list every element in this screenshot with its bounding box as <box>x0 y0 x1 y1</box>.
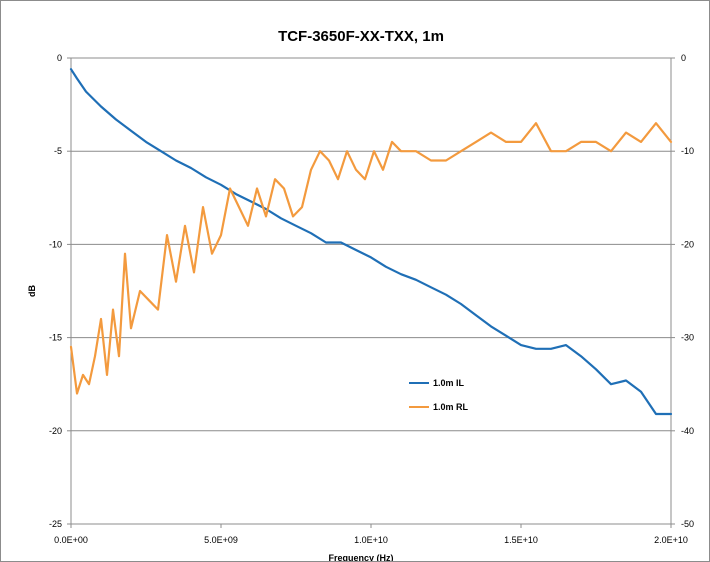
y2-tick-label: -40 <box>681 426 694 436</box>
x-tick-label: 2.0E+10 <box>654 535 688 545</box>
x-axis-title: Frequency (Hz) <box>328 553 393 561</box>
series <box>69 68 673 416</box>
grid <box>71 150 671 432</box>
y2-tick-label: -20 <box>681 239 694 249</box>
x-tick-label: 5.0E+09 <box>204 535 238 545</box>
chart-title: TCF-3650F-XX-TXX, 1m <box>278 28 444 45</box>
series-line-rl <box>69 122 673 395</box>
y-tick-label: -20 <box>49 426 62 436</box>
legend-label-il: 1.0m IL <box>433 378 465 388</box>
y-tick-label: -10 <box>49 239 62 249</box>
y2-tick-label: 0 <box>681 53 686 63</box>
x-tick-label: 0.0E+00 <box>54 535 88 545</box>
legend-label-rl: 1.0m RL <box>433 402 469 412</box>
series-line-il <box>69 68 673 416</box>
y2-tick-label: -50 <box>681 519 694 529</box>
legend: 1.0m IL 1.0m RL <box>409 378 469 412</box>
y2-tick-label: -30 <box>681 333 694 343</box>
y-tick-label: -15 <box>49 333 62 343</box>
x-tick-label: 1.5E+10 <box>504 535 538 545</box>
y-tick-label: -25 <box>49 519 62 529</box>
y-tick-label: -5 <box>54 146 62 156</box>
y-axis-title: dB <box>27 285 37 297</box>
x-tick-label: 1.0E+10 <box>354 535 388 545</box>
y2-tick-label: -10 <box>681 146 694 156</box>
y-tick-label: 0 <box>57 53 62 63</box>
ticks: 0 -5 -10 -15 -20 -25 0 -10 -20 -30 -40 -50 0.0E+00 5.… <box>49 53 694 545</box>
